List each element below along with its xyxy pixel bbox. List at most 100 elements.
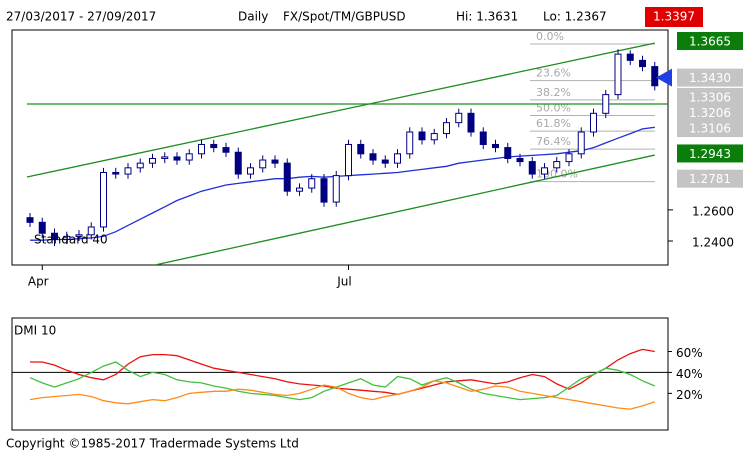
- plot-area: [12, 348, 668, 410]
- fib-label: 23.6%: [536, 67, 571, 80]
- candle-body: [614, 53, 622, 96]
- fib-label: 61.8%: [536, 117, 571, 130]
- candle-body: [406, 131, 414, 155]
- price-marker: [656, 68, 672, 87]
- candle-body: [149, 157, 156, 164]
- high-price: Hi: 1.3631: [456, 10, 518, 24]
- candle-body: [467, 112, 475, 133]
- main-panel: [11, 29, 669, 266]
- candle-body: [577, 131, 585, 155]
- candle-body: [479, 131, 487, 145]
- candle-body: [430, 133, 438, 141]
- fib-label: 76.4%: [536, 135, 571, 148]
- price-label: 1.3306: [689, 90, 731, 104]
- series-label: Standard 40: [34, 233, 108, 247]
- fib-label: 38.2%: [536, 86, 571, 99]
- y-tick-label: 20%: [676, 388, 703, 402]
- y-tick-label: 1.2400: [692, 236, 734, 250]
- candle-body: [51, 232, 58, 240]
- plot-area: 0.0%23.6%38.2%50.0%61.8%76.4%100.0%: [26, 30, 668, 265]
- candle-body: [492, 143, 499, 149]
- interval: Daily: [238, 10, 268, 24]
- copyright: Copyright ©1985-2017 Tradermade Systems …: [6, 437, 299, 451]
- candle-body: [345, 143, 352, 177]
- candle-body: [63, 235, 71, 240]
- candle-body: [247, 167, 254, 175]
- candle-body: [26, 217, 34, 223]
- price-label: 1.2943: [689, 147, 731, 161]
- candle-body: [75, 234, 83, 237]
- fib-label: 50.0%: [536, 101, 571, 114]
- candle-body: [38, 221, 46, 234]
- candle-body: [100, 171, 107, 228]
- candle-body: [455, 112, 463, 124]
- candle-body: [541, 167, 548, 175]
- candle-body: [332, 175, 340, 203]
- candle-body: [271, 159, 279, 164]
- candle-body: [185, 153, 193, 161]
- candle-body: [87, 226, 95, 236]
- symbol: FX/Spot/TM/GBPUSD: [283, 10, 406, 24]
- panel-title: DMI 10: [14, 324, 56, 338]
- y-tick-label: 1.2600: [692, 204, 734, 218]
- candle-body: [357, 143, 365, 155]
- candle-body: [198, 143, 205, 155]
- candle-body: [590, 112, 597, 133]
- candle-body: [602, 94, 610, 114]
- candle-body: [283, 162, 291, 192]
- last-price: 1.3397: [653, 10, 695, 24]
- price-box: [677, 32, 743, 51]
- price-box: [677, 68, 743, 87]
- candle-body: [516, 157, 524, 163]
- x-tick-label: Apr: [28, 275, 49, 289]
- price-box: [677, 144, 743, 163]
- y-tick-label: 60%: [676, 346, 703, 360]
- price-label: 1.3665: [689, 35, 731, 49]
- candle-body: [320, 178, 328, 203]
- last-price-box: [645, 7, 703, 27]
- candle-body: [553, 161, 561, 169]
- candle-body: [173, 156, 181, 161]
- candle-body: [369, 153, 377, 161]
- low-price: Lo: 1.2367: [543, 10, 607, 24]
- candle-body: [626, 53, 634, 61]
- candle-body: [394, 153, 401, 164]
- candle-body: [381, 159, 389, 164]
- candle-body: [296, 187, 303, 192]
- price-box: [677, 119, 743, 138]
- price-label: 1.3106: [689, 122, 731, 136]
- candle-body: [136, 162, 144, 169]
- candle-body: [308, 178, 316, 189]
- candle-body: [418, 131, 426, 141]
- price-label: 1.2781: [689, 172, 731, 186]
- candle-body: [112, 171, 120, 175]
- moving-average: [30, 126, 655, 241]
- candle-body: [234, 151, 242, 175]
- candle-body: [210, 143, 218, 149]
- candle-body: [222, 147, 230, 153]
- price-box: [677, 87, 743, 106]
- price-box: [677, 103, 743, 122]
- dmi-line: [29, 380, 656, 410]
- date-range: 27/03/2017 - 27/09/2017: [6, 10, 156, 24]
- candle-body: [651, 66, 659, 87]
- dmi-line: [30, 348, 655, 396]
- candle-body: [161, 156, 169, 159]
- trendline: [26, 42, 655, 178]
- candle-body: [504, 147, 512, 159]
- candle-body: [639, 59, 646, 68]
- candle-body: [124, 167, 132, 175]
- dmi-panel: [11, 317, 669, 431]
- candle-body: [259, 159, 267, 169]
- price-box: [677, 169, 743, 188]
- trendline: [154, 154, 655, 265]
- dmi-line: [29, 361, 656, 401]
- price-label: 1.3430: [689, 71, 731, 85]
- fib-label: 0.0%: [536, 30, 564, 43]
- y-tick-label: 40%: [676, 367, 703, 381]
- price-label: 1.3206: [689, 106, 731, 120]
- x-tick-label: Jul: [336, 275, 351, 289]
- candle-body: [443, 122, 450, 135]
- candle-body: [565, 153, 573, 163]
